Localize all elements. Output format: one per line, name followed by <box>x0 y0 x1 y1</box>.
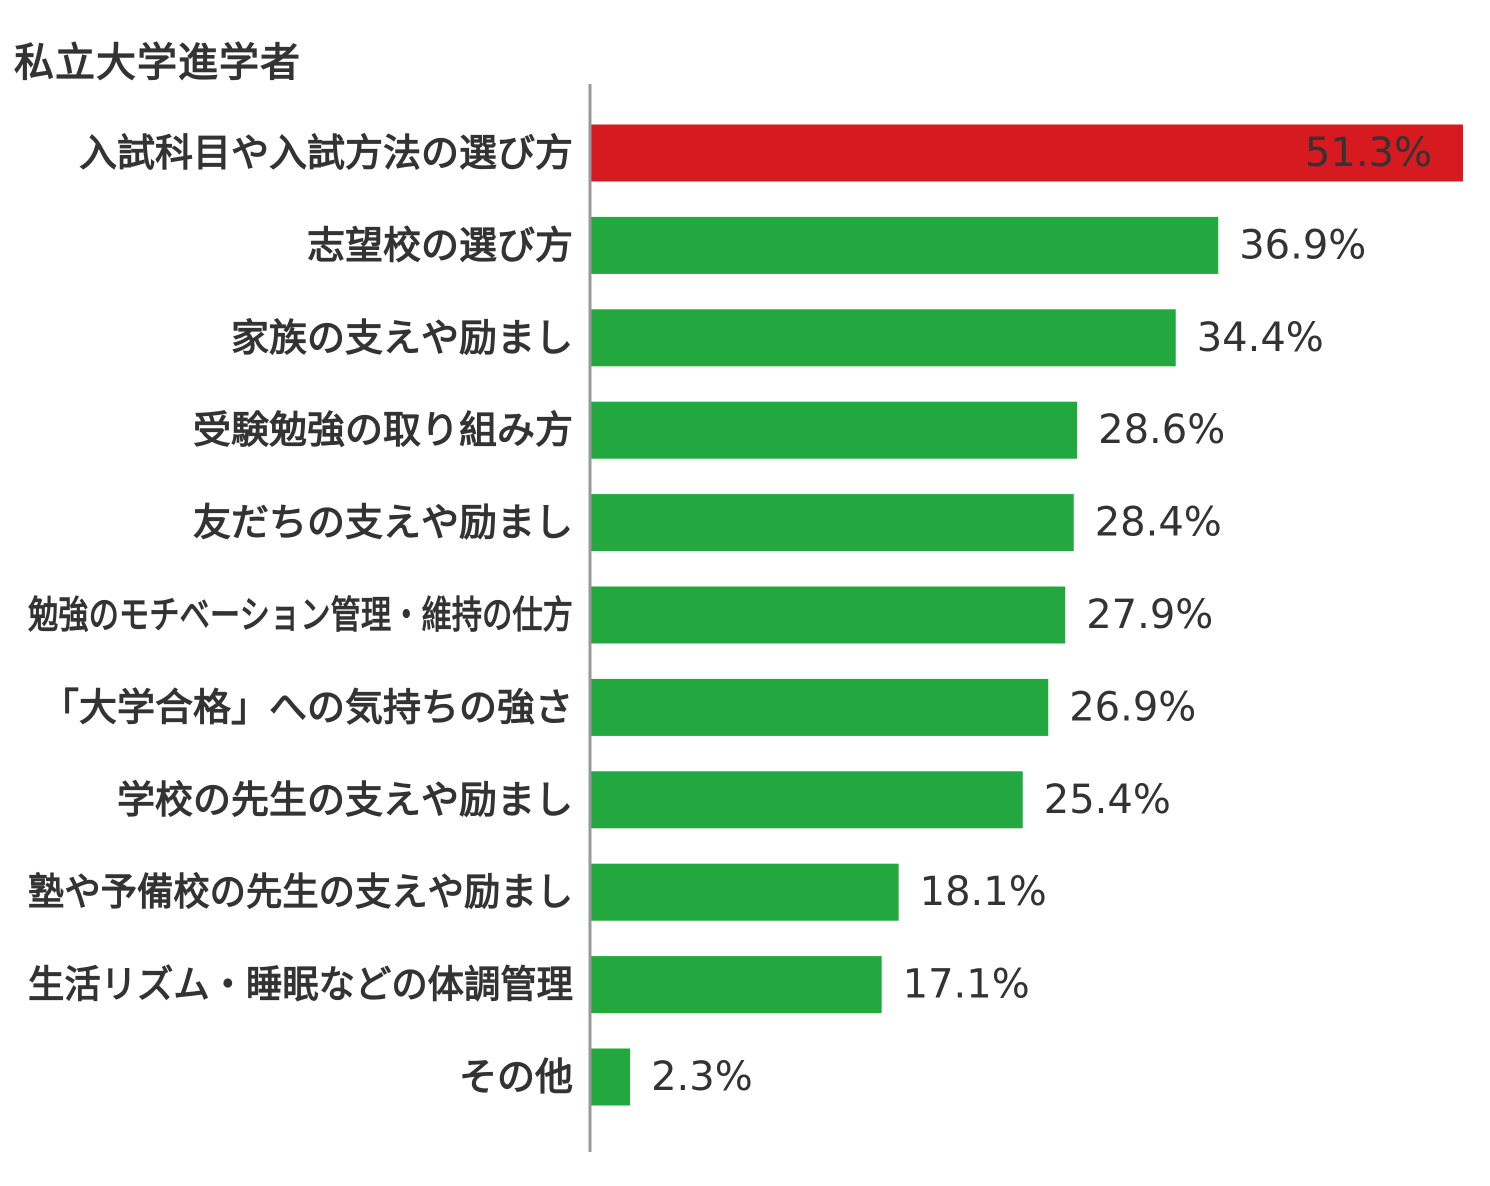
bar-0 <box>591 124 1463 182</box>
category-label-8: 塾や予備校の先生の支えや励まし <box>28 870 573 914</box>
category-label-5: 勉強のモチベーション管理・維持の仕方 <box>27 593 573 637</box>
bar-3 <box>591 401 1078 459</box>
bar-10 <box>591 1048 631 1106</box>
value-label-3: 28.6% <box>1098 407 1225 453</box>
value-label-8: 18.1% <box>920 869 1047 915</box>
category-label-9: 生活リズム・睡眠などの体調管理 <box>28 963 573 1007</box>
value-label-10: 2.3% <box>651 1054 753 1100</box>
value-label-1: 36.9% <box>1239 222 1366 268</box>
category-label-6: 「大学合格」への気持ちの強さ <box>41 685 573 729</box>
value-label-9: 17.1% <box>903 962 1030 1008</box>
bar-5 <box>591 586 1066 644</box>
bars-layer: 入試科目や入試方法の選び方 51.3% 志望校の選び方 36.9% 家族の支えや励まし 3… <box>27 124 1463 1106</box>
bar-2 <box>591 309 1176 367</box>
category-label-10: その他 <box>459 1055 573 1099</box>
bar-7 <box>591 771 1023 829</box>
bar-6 <box>591 678 1049 736</box>
value-label-5: 27.9% <box>1086 592 1213 638</box>
category-label-3: 受験勉強の取り組み方 <box>193 408 573 452</box>
value-label-4: 28.4% <box>1095 500 1222 546</box>
value-label-7: 25.4% <box>1044 777 1171 823</box>
category-label-0: 入試科目や入試方法の選び方 <box>79 131 573 175</box>
bar-8 <box>591 863 899 921</box>
bar-1 <box>591 216 1219 274</box>
category-label-1: 志望校の選び方 <box>307 223 573 267</box>
bar-4 <box>591 494 1074 552</box>
category-label-4: 友だちの支えや励まし <box>193 501 573 545</box>
value-label-0: 51.3% <box>1305 130 1432 176</box>
value-label-2: 34.4% <box>1197 315 1324 361</box>
chart-title: 私立大学進学者 <box>14 40 301 86</box>
value-label-6: 26.9% <box>1069 684 1196 730</box>
category-label-2: 家族の支えや励まし <box>231 316 573 360</box>
category-label-7: 学校の先生の支えや励まし <box>117 778 573 822</box>
bar-9 <box>591 956 882 1014</box>
